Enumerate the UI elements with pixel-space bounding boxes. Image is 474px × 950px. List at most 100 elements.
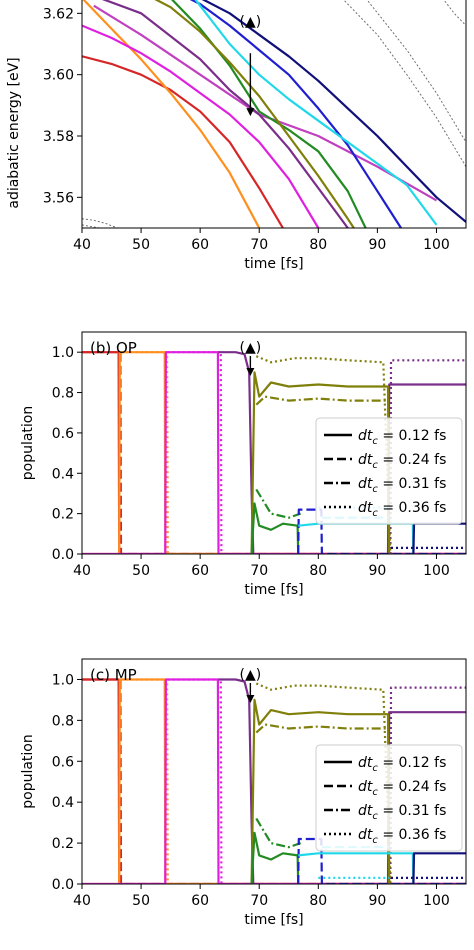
series-line xyxy=(343,0,466,167)
legend-label: dtc = 0.12 fs xyxy=(358,428,446,447)
series-line xyxy=(443,0,466,26)
x-tick-label: 100 xyxy=(423,893,450,909)
legend-symbol: dt xyxy=(358,428,373,444)
series-line xyxy=(298,852,415,884)
y-tick-label: 0.0 xyxy=(52,547,74,563)
series-line xyxy=(250,831,300,884)
annotation-label: (▲) xyxy=(240,667,262,683)
x-tick-label: 40 xyxy=(73,563,91,579)
panel-title: (c) MP xyxy=(90,666,137,684)
panel-2: 40 50 60 70 80 90 100 0.0 0.2 0.4 0.6 0.8 1.0 time [f… xyxy=(20,331,467,598)
x-tick-label: 80 xyxy=(309,563,327,579)
legend-symbol: dt xyxy=(358,500,373,516)
legend-value: = 0.12 fs xyxy=(378,428,446,444)
y-tick-label: 1.0 xyxy=(52,345,74,361)
legend-symbol: dt xyxy=(358,779,373,795)
y-axis-label: population xyxy=(20,734,36,809)
y-axis-label: population xyxy=(20,406,36,481)
x-tick-label: 50 xyxy=(132,237,150,253)
series-line xyxy=(218,351,255,554)
series-line xyxy=(82,218,118,228)
legend-box xyxy=(315,417,463,525)
x-tick-label: 60 xyxy=(191,237,209,253)
series-line xyxy=(82,351,466,554)
series-line xyxy=(194,0,438,226)
x-tick-label: 90 xyxy=(368,893,386,909)
series-line xyxy=(167,678,223,884)
y-tick-label: 0.6 xyxy=(52,754,74,770)
x-tick-label: 60 xyxy=(191,893,209,909)
legend-label: dtc = 0.31 fs xyxy=(358,803,446,822)
legend-label: dtc = 0.31 fs xyxy=(358,476,446,495)
series-line xyxy=(250,371,391,554)
y-tick-label: 0.2 xyxy=(52,507,74,523)
y-axis-label: adiabatic energy [eV] xyxy=(6,57,22,208)
annotation-arrowhead xyxy=(246,695,255,703)
annotation-arrowhead xyxy=(246,108,255,117)
y-tick-label: 3.62 xyxy=(43,6,74,22)
legend-symbol: dt xyxy=(358,452,373,468)
legend-value: = 0.24 fs xyxy=(378,452,446,468)
series-line xyxy=(255,682,392,884)
legend-label: dtc = 0.36 fs xyxy=(358,500,446,519)
series-line xyxy=(250,502,300,554)
series-line xyxy=(82,351,466,554)
y-tick-label: 0.2 xyxy=(52,836,74,852)
x-tick-label: 80 xyxy=(309,893,327,909)
series-line xyxy=(412,522,466,554)
axes-frame xyxy=(81,0,467,229)
legend-label: dtc = 0.24 fs xyxy=(358,779,446,798)
axes-frame xyxy=(81,658,467,885)
y-tick-label: 0.6 xyxy=(52,426,74,442)
annotation-arrowhead xyxy=(246,368,255,376)
y-tick-label: 0.8 xyxy=(52,713,74,729)
panel-title: (b) OP xyxy=(90,339,137,357)
annotation-label: (▲) xyxy=(240,14,262,30)
series-line xyxy=(82,24,320,228)
x-tick-label: 60 xyxy=(191,563,209,579)
x-tick-label: 50 xyxy=(132,563,150,579)
x-tick-label: 90 xyxy=(368,563,386,579)
legend-symbol: dt xyxy=(358,755,373,771)
series-line xyxy=(82,55,284,228)
x-tick-label: 100 xyxy=(423,563,450,579)
legend-value: = 0.24 fs xyxy=(378,779,446,795)
series-line xyxy=(82,678,466,884)
legend-value: = 0.12 fs xyxy=(378,755,446,771)
y-tick-label: 0.4 xyxy=(52,466,74,482)
series-line xyxy=(101,0,349,228)
series-line xyxy=(154,0,355,228)
series-line xyxy=(167,351,223,554)
series-line xyxy=(82,0,261,228)
legend-subscript: c xyxy=(372,436,378,447)
x-tick-label: 50 xyxy=(132,893,150,909)
y-tick-label: 0.0 xyxy=(52,877,74,893)
panel-1: 40 50 60 70 80 90 100 3.56 3.58 3.60 3.62 time [fs]… xyxy=(6,0,467,272)
series-line xyxy=(121,678,169,884)
legend-value: = 0.31 fs xyxy=(378,803,446,819)
legend-box xyxy=(315,744,463,852)
annotation-label: (▲) xyxy=(240,340,262,356)
x-tick-label: 70 xyxy=(250,237,268,253)
legend-value: = 0.36 fs xyxy=(378,827,446,843)
series-line xyxy=(298,522,415,554)
legend-value: = 0.31 fs xyxy=(378,476,446,492)
y-tick-label: 0.8 xyxy=(52,386,74,402)
legend-symbol: dt xyxy=(358,827,373,843)
x-tick-label: 40 xyxy=(73,893,91,909)
series-line xyxy=(255,488,301,519)
series-line xyxy=(218,678,255,884)
legend-subscript: c xyxy=(372,484,378,495)
series-line xyxy=(255,395,390,406)
axes-frame xyxy=(81,331,467,555)
x-axis-label: time [fs] xyxy=(244,912,303,928)
series-line xyxy=(366,0,466,143)
legend-value: = 0.36 fs xyxy=(378,500,446,516)
y-tick-label: 1.0 xyxy=(52,672,74,688)
series-line xyxy=(171,0,367,228)
series-line xyxy=(412,852,466,884)
series-line xyxy=(255,817,301,849)
legend-label: dtc = 0.12 fs xyxy=(358,755,446,774)
legend-symbol: dt xyxy=(358,476,373,492)
